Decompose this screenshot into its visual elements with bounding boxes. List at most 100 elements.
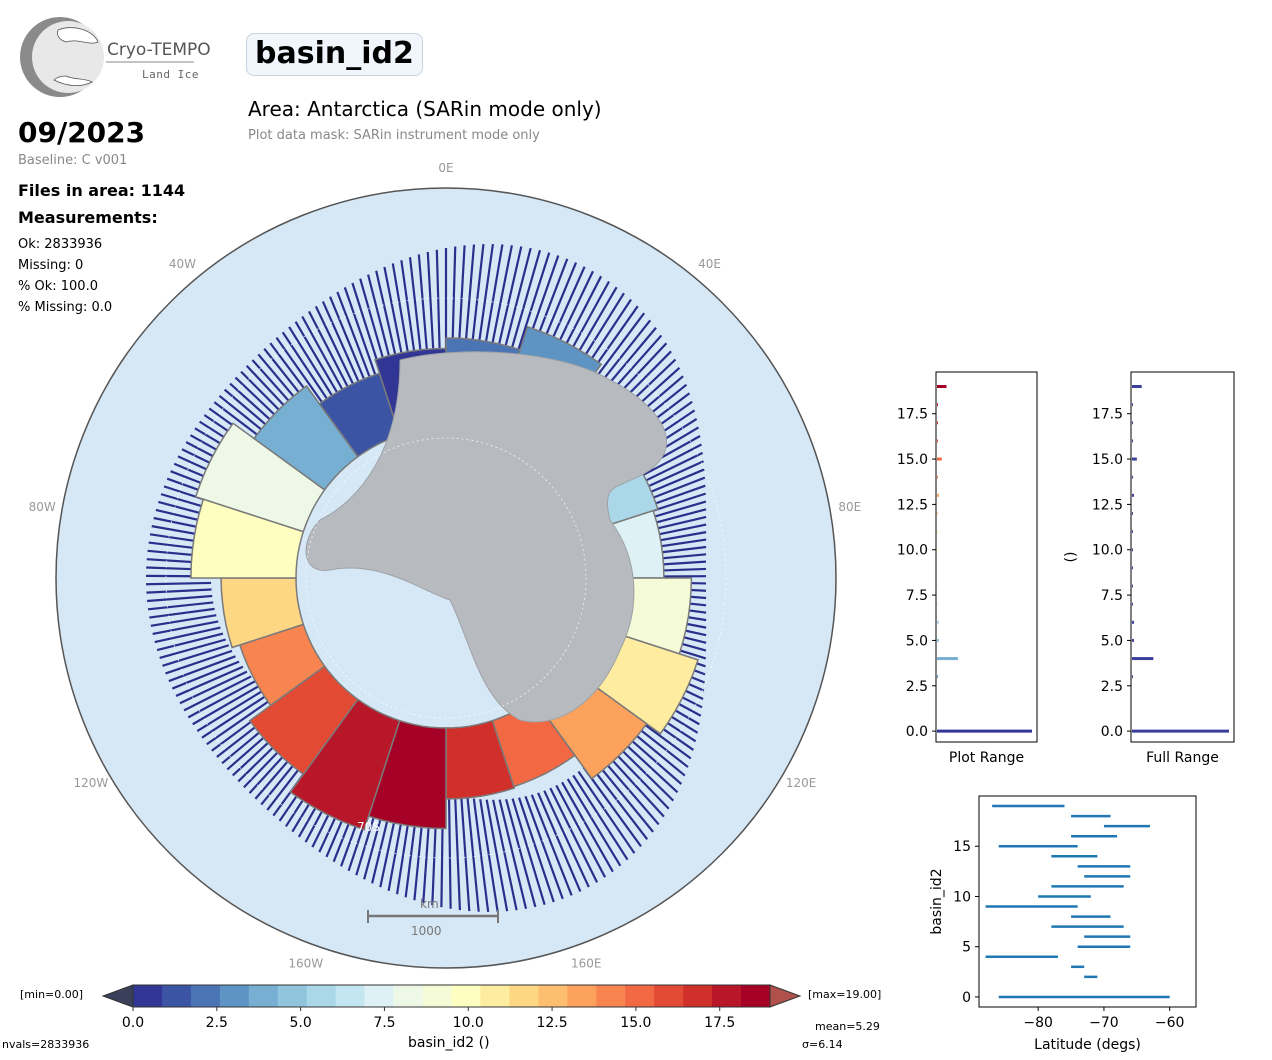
histogram-plot-range: 0.0 2.5 5.0 7.5 10.0 12.5 15.0 17.5 Plot Range (897, 371, 1038, 766)
y-tick-label: 15.0 (897, 452, 928, 468)
track-segment (454, 795, 462, 911)
colorbar-tick-label: 10.0 (453, 1015, 484, 1031)
nvals-stat: nvals=2833936 (2, 1038, 90, 1051)
percent-ok: % Ok: 100.0 (18, 279, 98, 294)
x-axis-label: Full Range (1146, 750, 1219, 766)
track-segment (524, 795, 564, 900)
track-segment (149, 607, 215, 619)
track-segment (154, 626, 221, 644)
colorbar-swatch (712, 985, 742, 1007)
y-tick-label: 17.5 (897, 407, 928, 423)
colorbar-tick-label: 7.5 (373, 1015, 395, 1031)
y-tick-label: 2.5 (906, 679, 928, 695)
y-tick-label: 15 (953, 839, 971, 855)
histogram-bar (937, 620, 939, 624)
track-segment (466, 797, 480, 912)
logo-subtitle: Land Ice (142, 68, 199, 81)
histogram-bar (937, 638, 939, 642)
histogram-bar (1132, 457, 1137, 461)
track-segment (472, 798, 490, 913)
y-tick-label: 5.0 (906, 633, 928, 649)
histogram-bar (937, 675, 938, 679)
track-segment (435, 249, 442, 365)
histogram-bar (1132, 403, 1133, 407)
track-segment (165, 649, 233, 675)
colorbar-tick-label: 2.5 (206, 1015, 228, 1031)
colorbar-swatch (219, 985, 250, 1007)
histogram-bar (937, 729, 1032, 733)
files-count: Files in area: 1144 (18, 181, 186, 200)
area-title: Area: Antarctica (SARin mode only) (248, 97, 602, 121)
y-axis-label: () (1063, 552, 1079, 563)
track-segment (530, 794, 573, 896)
histogram-bar (937, 475, 938, 479)
meridian-label: 160W (288, 956, 323, 970)
track-segment (582, 766, 642, 848)
track-segment (505, 798, 537, 908)
track-segment (633, 443, 702, 481)
y-tick-label: 10.0 (1092, 543, 1123, 559)
y-tick-label: 12.5 (1092, 497, 1123, 513)
date-label: 09/2023 (18, 116, 146, 149)
colorbar-swatch (741, 985, 771, 1007)
percent-missing: % Missing: 0.0 (18, 300, 113, 315)
track-segment (587, 762, 649, 840)
colorbar-swatch (277, 985, 308, 1007)
colorbar-tick-label: 12.5 (536, 1015, 567, 1031)
scalebar: km 1000 (367, 897, 499, 938)
track-segment (147, 594, 213, 603)
ice-sheet-interior (305, 351, 668, 723)
plot-frame (1130, 371, 1235, 743)
colorbar-swatch (393, 985, 424, 1007)
y-tick-label: 0 (962, 990, 971, 1006)
y-tick-label: 10.0 (897, 543, 928, 559)
histogram-bar (1132, 638, 1134, 642)
y-tick-label: 0.0 (1101, 724, 1123, 740)
track-segment (501, 247, 532, 357)
track-segment (183, 675, 252, 712)
y-tick-label: 12.5 (897, 497, 928, 513)
track-segment (146, 588, 212, 594)
logo-title: Cryo-TEMPO (107, 40, 211, 60)
track-segment (511, 798, 546, 905)
track-segment (150, 614, 217, 627)
histogram-bar (1132, 657, 1154, 661)
track-segment (514, 252, 551, 359)
baseline-label: Baseline: C v001 (18, 153, 128, 168)
track-segment (498, 799, 528, 910)
histogram-full-range: 0.0 2.5 5.0 7.5 10.0 12.5 15.0 17.5 Full Range () (1063, 371, 1235, 766)
track-segment (162, 644, 230, 667)
track-segment (156, 632, 224, 652)
y-tick-label: 7.5 (1101, 588, 1123, 604)
y-axis-label: basin_id2 (929, 868, 945, 934)
histogram-bar (937, 530, 938, 534)
colorbar-swatch (538, 985, 568, 1007)
track-segment (147, 601, 214, 611)
y-tick-label: 5.0 (1101, 633, 1123, 649)
colorbar-max-label: [max=19.00] (808, 988, 882, 1001)
track-segment (206, 696, 275, 746)
histogram-bar (1132, 530, 1133, 534)
track-segment (146, 581, 212, 586)
latitude-scatter: −80 −70 −60 0 5 10 15 Latitude (degs) basin_id2 (929, 795, 1197, 1053)
histogram-bar (1132, 566, 1133, 570)
meridian-label: 80E (838, 500, 861, 514)
colorbar: 0.0 2.5 5.0 7.5 10.0 12.5 15.0 17.5 (101, 984, 802, 1031)
track-segment (495, 246, 523, 357)
x-axis-label: Latitude (degs) (1034, 1037, 1141, 1053)
track-segment (152, 620, 219, 636)
colorbar-swatch (248, 985, 279, 1007)
histogram-bar (1132, 439, 1133, 443)
track-segment (192, 684, 261, 726)
colorbar-swatch (567, 985, 597, 1007)
histogram-bar (1132, 421, 1133, 425)
x-axis-label: Plot Range (949, 750, 1024, 766)
plot-frame (978, 795, 1197, 1008)
histogram-bar (937, 493, 939, 497)
colorbar-swatch (480, 985, 510, 1007)
meridian-label: 40W (169, 257, 196, 271)
histogram-bar (1132, 493, 1134, 497)
histogram-bar (937, 457, 942, 461)
colorbar-swatch (422, 985, 452, 1007)
parameter-title: basin_id2 (246, 33, 423, 76)
